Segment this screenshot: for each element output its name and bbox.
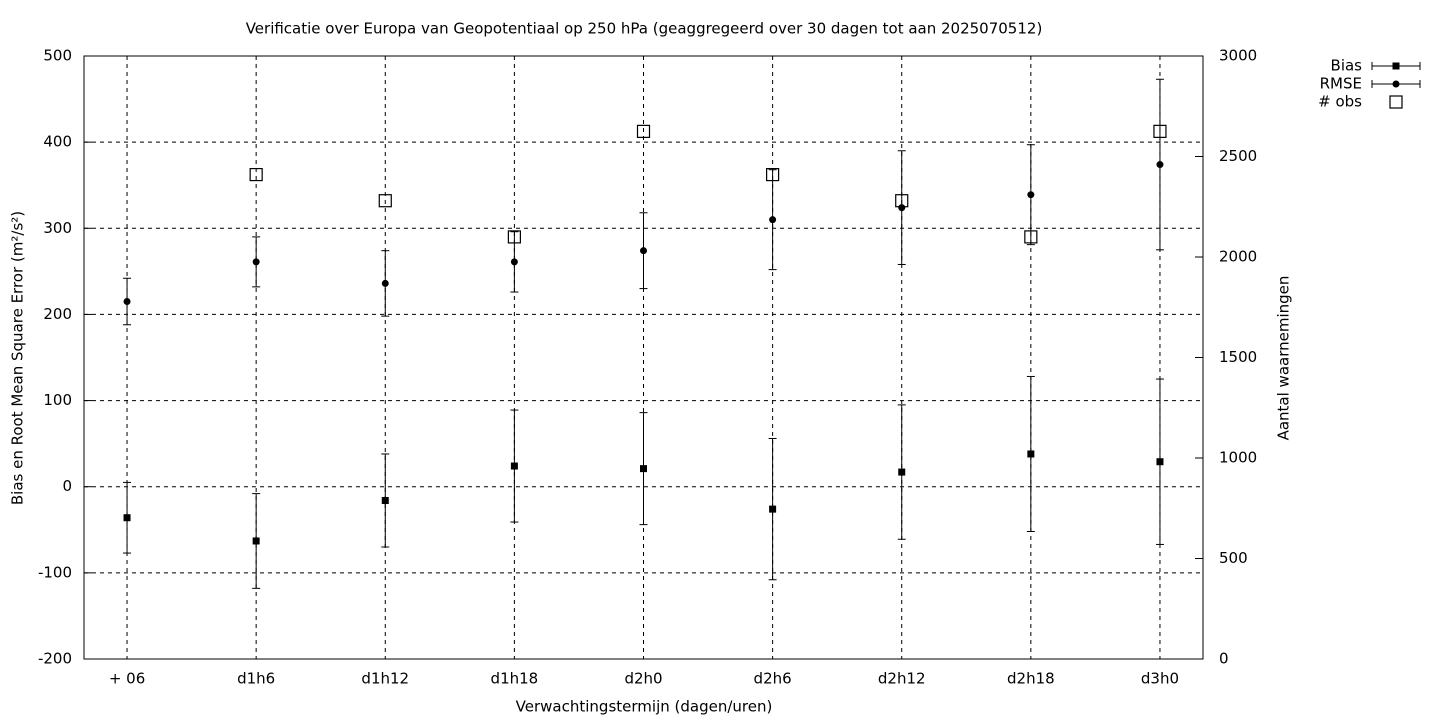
y-tick-label: 400 xyxy=(43,133,72,151)
data-point xyxy=(252,537,260,545)
y-tick-label: 0 xyxy=(62,477,72,495)
data-point xyxy=(1024,230,1038,244)
y-tick-label: 100 xyxy=(43,391,72,409)
y2-tick-label: 1000 xyxy=(1219,449,1257,467)
y2-axis-label: Aantal waarnemingen xyxy=(1275,276,1293,441)
y-axis-label: Bias en Root Mean Square Error (m²/s²) xyxy=(9,211,27,505)
x-tick-label: d1h6 xyxy=(237,670,275,688)
chart-title: Verificatie over Europa van Geopotentiaa… xyxy=(246,20,1043,38)
data-point xyxy=(766,167,780,182)
data-point xyxy=(1153,124,1167,138)
data-point xyxy=(510,258,518,266)
y-tick-label: -200 xyxy=(38,650,72,668)
data-point xyxy=(636,124,651,138)
data-point xyxy=(769,216,777,224)
data-point xyxy=(1156,161,1164,169)
y2-tick-label: 0 xyxy=(1219,650,1229,668)
legend-label: # obs xyxy=(1318,93,1362,111)
y-tick-label: 300 xyxy=(43,219,72,237)
y2-tick-label: 3000 xyxy=(1219,47,1257,65)
data-point xyxy=(1027,191,1035,199)
data-point xyxy=(1156,458,1164,466)
legend-marker xyxy=(1392,62,1400,70)
data-point xyxy=(381,496,389,504)
data-point xyxy=(895,194,909,208)
legend-marker xyxy=(1392,80,1400,88)
legend-label: RMSE xyxy=(1320,75,1362,93)
data-point xyxy=(123,514,131,522)
y-tick-label: 500 xyxy=(43,47,72,65)
data-point xyxy=(769,505,777,513)
data-point xyxy=(378,194,392,208)
x-tick-label: d2h18 xyxy=(1007,670,1055,688)
data-point xyxy=(898,468,906,476)
data-point xyxy=(898,204,906,212)
y-tick-label: -100 xyxy=(38,563,72,581)
legend-label: Bias xyxy=(1331,57,1363,75)
y2-tick-label: 2000 xyxy=(1219,248,1257,266)
y2-tick-label: 1500 xyxy=(1219,348,1257,366)
data-point xyxy=(507,230,521,244)
y2-tick-label: 500 xyxy=(1219,549,1248,567)
x-tick-label: d3h0 xyxy=(1141,670,1179,688)
x-axis-label: Verwachtingstermijn (dagen/uren) xyxy=(516,698,773,716)
legend-marker xyxy=(1389,95,1403,109)
x-tick-label: d2h12 xyxy=(878,670,926,688)
data-point xyxy=(640,465,647,473)
x-tick-label: d1h18 xyxy=(491,670,539,688)
data-point xyxy=(381,279,389,287)
data-point xyxy=(249,167,263,182)
data-point xyxy=(640,247,647,255)
x-tick-label: d2h6 xyxy=(754,670,792,688)
data-point xyxy=(123,298,131,306)
data-point xyxy=(1027,450,1035,458)
x-tick-label: + 06 xyxy=(109,670,145,688)
data-point xyxy=(510,462,518,470)
x-tick-label: d2h0 xyxy=(624,670,662,688)
data-point xyxy=(252,258,260,266)
x-tick-label: d1h12 xyxy=(361,670,409,688)
y-tick-label: 200 xyxy=(43,305,72,323)
y2-tick-label: 2500 xyxy=(1219,147,1257,165)
